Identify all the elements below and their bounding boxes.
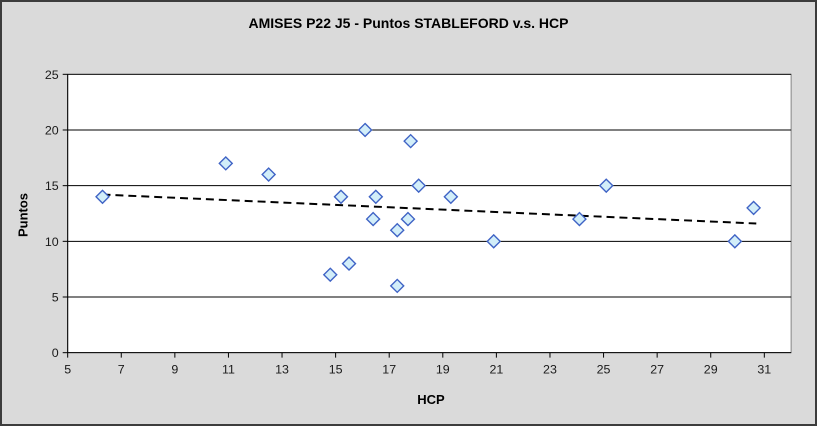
data-point xyxy=(341,256,357,272)
y-tick-label: 5 xyxy=(52,290,59,304)
x-tick-label: 9 xyxy=(171,363,178,377)
data-point xyxy=(571,211,587,227)
data-point xyxy=(322,267,338,283)
x-tick-label: 21 xyxy=(489,363,503,377)
x-tick-label: 5 xyxy=(64,363,71,377)
data-point xyxy=(598,178,614,194)
data-point xyxy=(400,211,416,227)
x-tick-label: 13 xyxy=(275,363,289,377)
x-tick-label: 29 xyxy=(704,363,718,377)
data-point xyxy=(333,189,349,205)
y-tick-label: 20 xyxy=(45,123,59,137)
data-point xyxy=(411,178,427,194)
chart-title: AMISES P22 J5 - Puntos STABLEFORD v.s. H… xyxy=(248,15,569,31)
data-point xyxy=(389,278,405,294)
x-tick-label: 27 xyxy=(650,363,664,377)
data-point xyxy=(727,233,743,249)
data-point xyxy=(486,233,502,249)
x-tick-label: 7 xyxy=(118,363,125,377)
x-tick-label: 23 xyxy=(543,363,557,377)
x-tick-label: 15 xyxy=(329,363,343,377)
data-point xyxy=(403,133,419,149)
data-point xyxy=(746,200,762,216)
y-tick-label: 15 xyxy=(45,179,59,193)
x-tick-label: 25 xyxy=(597,363,611,377)
x-tick-label: 17 xyxy=(382,363,396,377)
y-axis-title: Puntos xyxy=(15,192,31,238)
data-point xyxy=(357,122,373,138)
data-point xyxy=(261,167,277,182)
data-point xyxy=(95,189,110,205)
data-point xyxy=(368,189,384,205)
plot-area xyxy=(67,73,792,354)
x-tick-label: 31 xyxy=(757,363,771,377)
x-axis-title: HCP xyxy=(417,392,445,407)
data-point xyxy=(218,155,234,171)
y-tick-label: 25 xyxy=(45,68,59,82)
x-tick-label: 19 xyxy=(436,363,450,377)
data-point xyxy=(443,189,459,205)
y-tick-label: 10 xyxy=(45,235,59,249)
data-point xyxy=(365,211,381,227)
data-point xyxy=(389,222,405,238)
trendline xyxy=(102,193,757,225)
x-tick-label: 11 xyxy=(222,363,235,377)
y-tick-label: 0 xyxy=(52,346,59,360)
